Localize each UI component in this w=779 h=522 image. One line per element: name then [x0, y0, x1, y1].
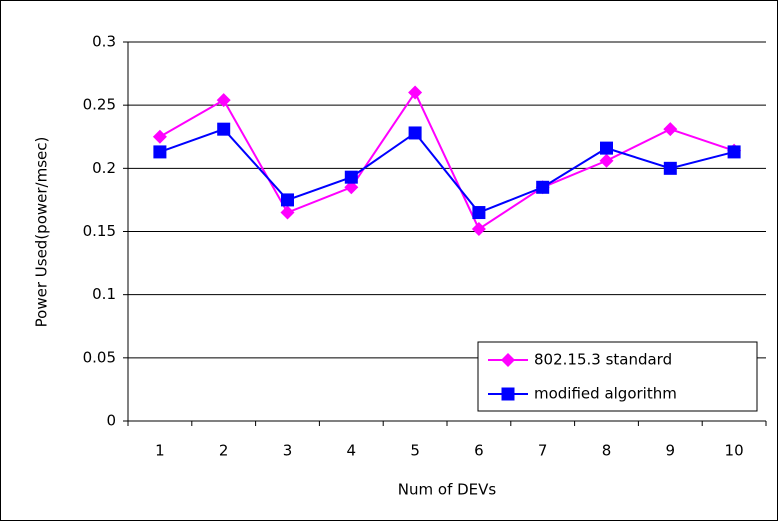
marker — [501, 353, 515, 367]
x-tick-label: 4 — [347, 442, 357, 460]
y-tick-label: 0.3 — [92, 33, 116, 51]
marker — [599, 153, 614, 168]
series-line — [159, 90, 735, 231]
marker — [727, 145, 741, 159]
x-tick-label: 1 — [155, 442, 165, 460]
marker — [471, 221, 486, 236]
y-tick-label: 0 — [106, 412, 116, 430]
marker — [217, 122, 231, 136]
series-line — [159, 128, 735, 214]
x-tick-label: 10 — [725, 442, 744, 460]
marker — [281, 193, 294, 207]
legend-box — [477, 341, 758, 412]
marker — [408, 126, 422, 140]
marker — [344, 180, 359, 195]
y-tick-label: 0.1 — [92, 285, 116, 303]
x-tick-label: 3 — [283, 442, 293, 460]
marker — [600, 141, 613, 155]
y-tick-label: 0.15 — [83, 222, 116, 240]
marker — [663, 122, 678, 137]
marker — [344, 170, 358, 184]
x-tick-label: 2 — [219, 442, 229, 460]
marker — [663, 161, 677, 175]
x-tick-label: 8 — [602, 442, 612, 460]
marker — [501, 387, 515, 401]
legend-label: modified algorithm — [534, 385, 677, 403]
x-tick-label: 6 — [474, 442, 484, 460]
y-tick-label: 0.2 — [92, 159, 116, 177]
marker — [153, 145, 167, 159]
x-axis-label: Num of DEVs — [398, 481, 497, 499]
y-tick-label: 0.05 — [83, 348, 116, 366]
x-tick-label: 5 — [410, 442, 420, 460]
x-tick-label: 7 — [538, 442, 548, 460]
y-axis-label: Power Used(power/msec) — [33, 137, 51, 328]
marker — [536, 180, 550, 194]
x-tick-label: 9 — [666, 442, 676, 460]
y-tick-label: 0.25 — [83, 96, 116, 114]
marker — [408, 85, 423, 100]
marker — [280, 205, 295, 220]
marker — [152, 129, 167, 144]
marker — [472, 206, 486, 220]
legend-label: 802.15.3 standard — [534, 351, 672, 369]
marker — [216, 93, 231, 108]
